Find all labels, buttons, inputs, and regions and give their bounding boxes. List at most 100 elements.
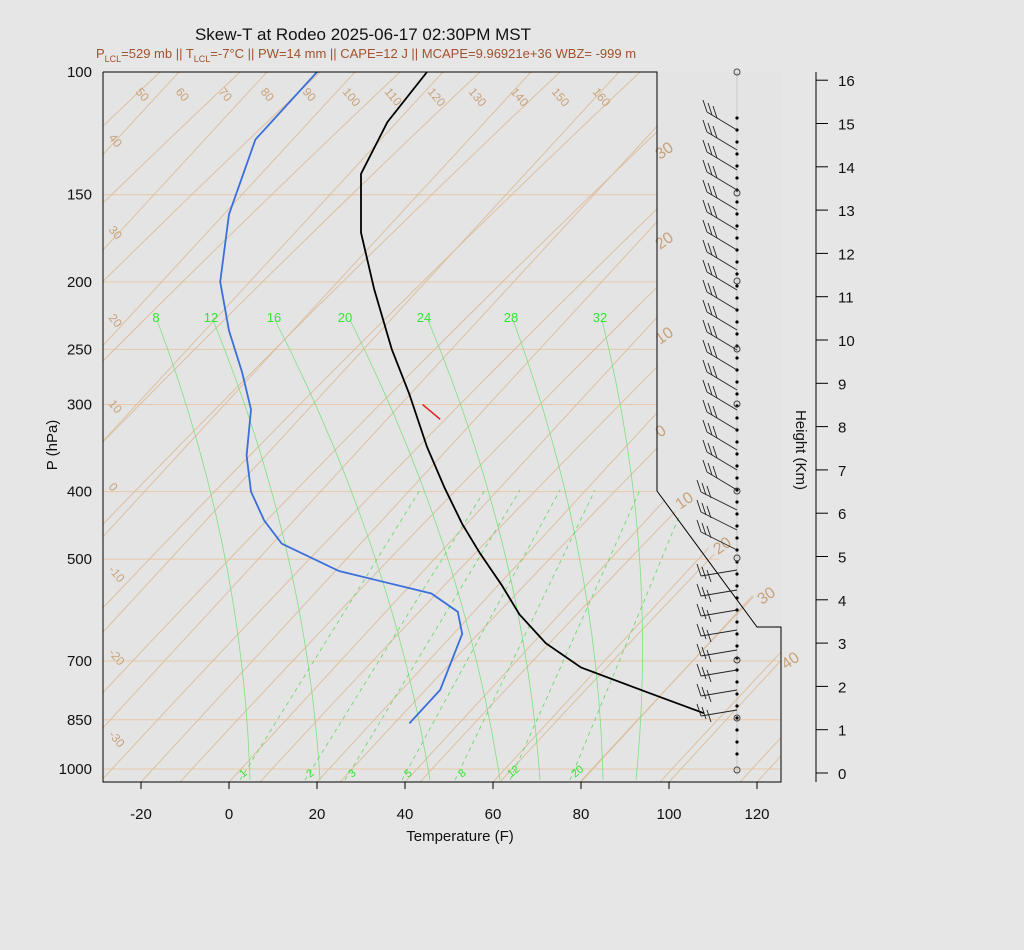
wind-barb-flag xyxy=(712,425,718,439)
temperature-tick-label: 20 xyxy=(309,806,326,823)
wind-barb-shaft xyxy=(700,669,738,677)
dry-adiabat xyxy=(259,72,781,782)
temperature-tick-label: 80 xyxy=(573,806,590,823)
wind-barb-flag xyxy=(712,265,718,279)
wind-barb-flag xyxy=(701,606,707,620)
height-tick-label: 11 xyxy=(838,290,854,307)
moist-adiabat-label: 8 xyxy=(152,310,159,325)
temperature-ticks: -20 0 20 40 60 80 100 120 xyxy=(130,782,770,823)
wind-dot xyxy=(735,380,739,384)
wind-barb-flag xyxy=(712,345,718,359)
height-tick-label: 12 xyxy=(838,246,855,263)
isotherm-line xyxy=(103,72,402,782)
isotherm-label-right: 40 xyxy=(779,649,803,673)
wind-dot xyxy=(735,320,739,324)
wind-barb-flag xyxy=(706,569,712,583)
moist-adiabat xyxy=(156,319,251,781)
wind-barb-flag xyxy=(701,586,707,600)
grid-lines xyxy=(0,22,1024,782)
wind-barb-flag xyxy=(712,145,718,159)
dry-adiabat xyxy=(739,72,781,782)
wind-dot xyxy=(735,260,739,264)
moist-adiabat-label: 28 xyxy=(504,310,518,325)
wind-barb-flag xyxy=(707,322,713,336)
height-tick-label: 13 xyxy=(838,203,855,220)
pressure-tick-label: 300 xyxy=(67,397,92,414)
dry-adiabat xyxy=(579,72,781,782)
wind-dot xyxy=(735,572,739,576)
isotherm-line xyxy=(845,22,1024,782)
wind-level-circle xyxy=(733,345,741,353)
wind-barb-shaft xyxy=(700,531,738,551)
x-axis-label: Temperature (F) xyxy=(406,828,514,845)
dry-adiabat xyxy=(103,72,721,782)
wind-barb-shaft xyxy=(700,511,738,531)
isotherm-line xyxy=(103,72,226,782)
wind-barb-flag xyxy=(707,222,713,236)
height-tick-label: 6 xyxy=(838,506,846,523)
wind-level-circle xyxy=(733,68,741,76)
moist-adiabat-label: 12 xyxy=(204,310,218,325)
wind-barb-flag xyxy=(696,563,702,577)
isotherm-line xyxy=(228,72,781,782)
wind-barb-flag xyxy=(706,525,712,539)
wind-dot xyxy=(735,272,739,276)
pressure-tick-label: 400 xyxy=(67,484,92,501)
wind-dot xyxy=(735,476,739,480)
wind-barb-flag xyxy=(702,259,708,273)
wind-barb-flag xyxy=(702,199,708,213)
wind-barb-flag xyxy=(707,262,713,276)
wind-barb-flag xyxy=(707,462,713,476)
height-tick-label: 3 xyxy=(838,636,846,653)
wind-barb-flag xyxy=(712,125,718,139)
height-tick-label: 4 xyxy=(838,593,846,610)
wind-barb-flag xyxy=(702,279,708,293)
height-tick-label: 8 xyxy=(838,420,846,437)
moist-adiabat xyxy=(427,319,541,781)
wind-barb-flag xyxy=(701,522,707,536)
isotherm-line xyxy=(103,72,490,782)
wind-barb-flag xyxy=(696,643,702,657)
wind-barb-flag xyxy=(702,179,708,193)
wind-barb-flag xyxy=(712,465,718,479)
wind-barb-flag xyxy=(707,402,713,416)
wind-barb-flag xyxy=(696,663,702,677)
isotherm-line xyxy=(103,72,666,782)
temperature-tick-label: 0 xyxy=(225,806,233,823)
pressure-tick-label: 150 xyxy=(67,187,92,204)
isotherm-line xyxy=(103,72,578,782)
isotherm-line xyxy=(756,72,781,782)
wind-barb-flag xyxy=(707,162,713,176)
moist-adiabat xyxy=(512,319,604,781)
wind-dot xyxy=(735,680,739,684)
wind-barb-flag xyxy=(712,325,718,339)
mixing-ratio-line xyxy=(454,489,596,781)
wind-dot xyxy=(735,440,739,444)
wind-barb-flag xyxy=(707,282,713,296)
height-tick-label: 16 xyxy=(838,73,855,90)
wind-dot xyxy=(735,728,739,732)
height-tick-label: 9 xyxy=(838,376,846,393)
wind-barb-flag xyxy=(702,419,708,433)
wind-level-circle xyxy=(733,277,741,285)
wind-barb-flag xyxy=(712,285,718,299)
wind-barb-flag xyxy=(712,445,718,459)
wind-barb-shaft xyxy=(700,609,738,617)
isotherm-line xyxy=(0,22,49,782)
wind-level-circle xyxy=(733,487,741,495)
wind-barb-flag xyxy=(706,505,712,519)
dry-adiabat xyxy=(103,72,321,782)
moist-adiabat xyxy=(601,319,643,781)
wind-barb-flag xyxy=(707,442,713,456)
wind-barb-flag xyxy=(707,422,713,436)
height-axis-label: Height (Km) xyxy=(792,410,809,490)
wind-barb-flag xyxy=(706,669,712,683)
pressure-tick-label: 200 xyxy=(67,274,92,291)
mixing-ratio-line xyxy=(239,489,421,781)
wind-dot xyxy=(735,284,739,288)
wind-barb-flag xyxy=(696,583,702,597)
wind-dot xyxy=(735,512,739,516)
wind-barbs xyxy=(696,68,741,775)
wind-barb-flag xyxy=(702,339,708,353)
